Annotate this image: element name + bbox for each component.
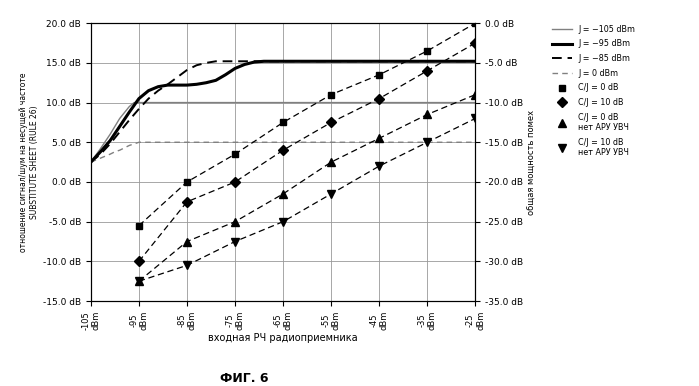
X-axis label: входная РЧ радиоприемника: входная РЧ радиоприемника xyxy=(208,333,358,343)
Text: ФИГ. 6: ФИГ. 6 xyxy=(220,372,269,385)
Y-axis label: общая мощность помех: общая мощность помех xyxy=(527,110,536,215)
Y-axis label: отношение сигнал/шум на несущей частоте
SUBSTITUTE SHEET (RULE 26): отношение сигнал/шум на несущей частоте … xyxy=(20,72,39,252)
Legend: J = −105 dBm, J = −95 dBm, J = −85 dBm, J = 0 dBm, C/J = 0 dB, C/J = 10 dB, C/J : J = −105 dBm, J = −95 dBm, J = −85 dBm, … xyxy=(549,22,639,160)
